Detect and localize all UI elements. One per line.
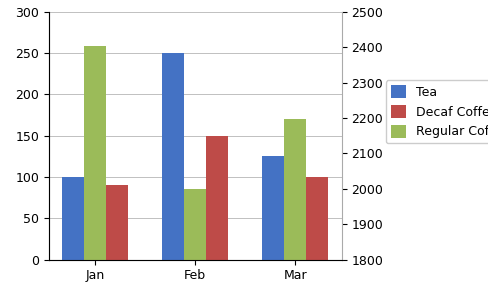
Bar — [285, 119, 306, 260]
Bar — [206, 136, 228, 260]
Bar — [84, 47, 106, 260]
Bar — [306, 177, 328, 260]
Bar — [162, 53, 184, 260]
Bar — [184, 189, 206, 260]
Bar — [106, 185, 128, 260]
Bar — [62, 177, 84, 260]
Legend: Tea, Decaf Coffee, Regular Coffee: Tea, Decaf Coffee, Regular Coffee — [386, 80, 488, 143]
Bar — [262, 156, 285, 260]
